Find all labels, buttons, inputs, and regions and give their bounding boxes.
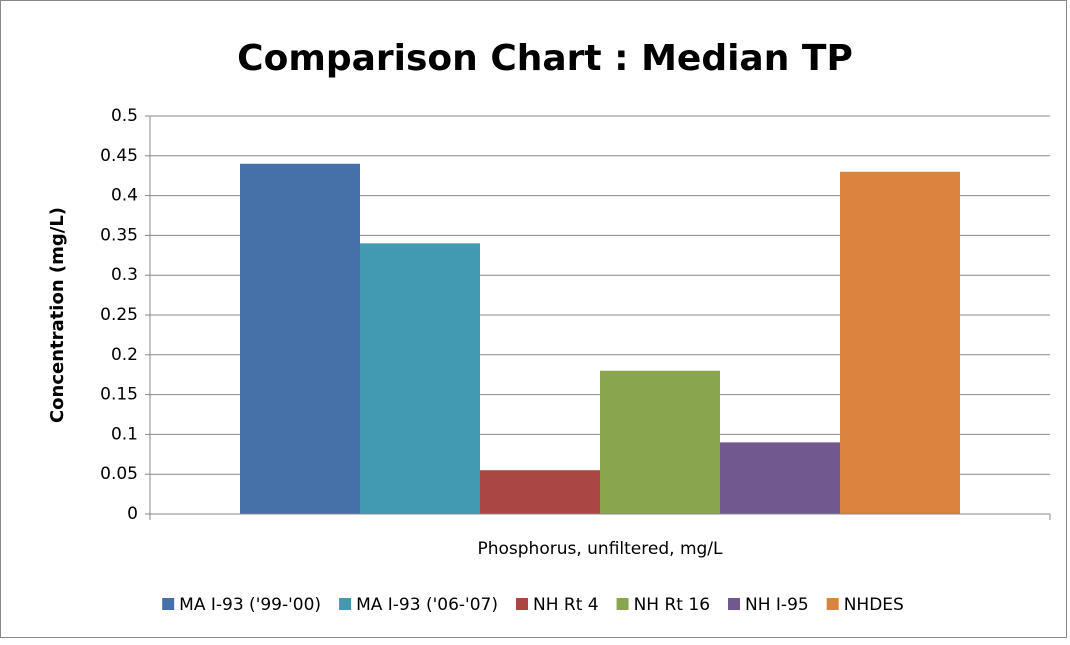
y-tick-label: 0.5 <box>111 106 138 126</box>
y-tick-label: 0.4 <box>111 186 138 206</box>
bar <box>360 243 480 515</box>
y-tick-label: 0.45 <box>100 146 138 166</box>
legend-swatch <box>515 598 528 610</box>
bar <box>480 470 600 514</box>
y-tick-label: 0.35 <box>100 225 138 245</box>
x-tick-label: Phosphorus, unfiltered, mg/L <box>477 539 723 559</box>
bar <box>720 442 840 514</box>
y-tick-label: 0 <box>127 504 138 524</box>
legend-label: MA I-93 ('06-'07) <box>356 595 498 615</box>
legend-label: NH I-95 <box>745 595 809 615</box>
legend-label: MA I-93 ('99-'00) <box>179 595 321 615</box>
chart-title: Comparison Chart : Median TP <box>237 38 853 79</box>
legend-swatch <box>339 598 352 610</box>
legend-swatch <box>616 598 629 610</box>
y-tick-label: 0.3 <box>111 265 138 285</box>
legend-swatch <box>162 598 175 610</box>
y-tick-label: 0.05 <box>100 464 138 484</box>
legend-swatch <box>728 598 741 610</box>
legend-swatch <box>826 598 839 610</box>
bar <box>240 163 360 514</box>
bar <box>840 171 960 514</box>
y-tick-label: 0.1 <box>111 424 138 444</box>
y-tick-label: 0.15 <box>100 385 138 405</box>
legend-label: NHDES <box>844 595 904 615</box>
y-tick-label: 0.2 <box>111 345 138 365</box>
y-axis-label: Concentration (mg/L) <box>47 207 68 423</box>
legend-label: NH Rt 16 <box>634 595 710 615</box>
legend-label: NH Rt 4 <box>533 595 599 615</box>
bar <box>600 370 720 514</box>
y-tick-label: 0.25 <box>100 305 138 325</box>
